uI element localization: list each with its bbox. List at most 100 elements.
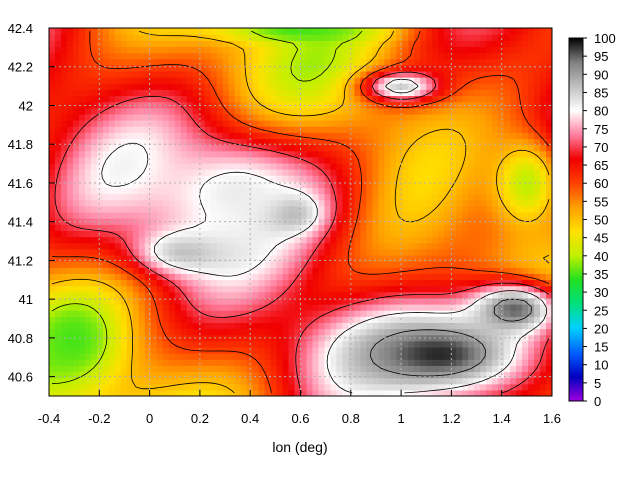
heatmap-cell xyxy=(474,126,481,133)
heatmap-cell xyxy=(498,34,505,41)
heatmap-cell xyxy=(252,187,260,195)
heatmap-cell xyxy=(168,101,176,109)
heatmap-cell xyxy=(216,346,224,354)
heatmap-cell xyxy=(528,64,535,72)
heatmap-cell xyxy=(408,242,415,250)
heatmap-cell xyxy=(114,377,122,385)
heatmap-cell xyxy=(258,353,266,360)
heatmap-cell xyxy=(186,199,194,207)
heatmap-cell xyxy=(66,254,74,262)
heatmap-cell xyxy=(384,291,391,299)
heatmap-cell xyxy=(432,291,439,299)
heatmap-cell xyxy=(258,28,266,35)
heatmap-cell xyxy=(444,285,451,293)
heatmap-cell xyxy=(90,101,98,109)
heatmap-cell xyxy=(126,101,134,109)
heatmap-cell xyxy=(222,181,230,189)
heatmap-cell xyxy=(528,242,535,250)
heatmap-cell xyxy=(378,193,385,201)
heatmap-cell xyxy=(378,46,385,54)
heatmap-cell xyxy=(120,205,128,213)
heatmap-cell xyxy=(66,248,74,256)
heatmap-cell xyxy=(300,181,308,189)
heatmap-cell xyxy=(468,224,475,231)
heatmap-cell xyxy=(180,205,188,213)
heatmap-cell xyxy=(540,346,547,354)
heatmap-cell xyxy=(138,120,146,127)
heatmap-cell xyxy=(414,340,421,348)
heatmap-cell xyxy=(234,389,242,396)
heatmap-cell xyxy=(534,389,541,396)
heatmap-cell xyxy=(54,28,62,35)
heatmap-cell xyxy=(480,126,487,133)
heatmap-cell xyxy=(234,193,242,201)
heatmap-cell xyxy=(360,52,367,60)
heatmap-cell xyxy=(528,162,535,170)
heatmap-cell xyxy=(348,285,355,293)
heatmap-cell xyxy=(414,328,421,336)
heatmap-cell xyxy=(492,377,499,385)
heatmap-cell xyxy=(372,46,379,54)
heatmap-cell xyxy=(438,205,445,213)
heatmap-cell xyxy=(510,383,517,391)
heatmap-cell xyxy=(480,291,487,299)
heatmap-cell xyxy=(378,359,385,366)
heatmap-cell xyxy=(396,52,403,60)
heatmap-cell xyxy=(342,150,350,158)
heatmap-cell xyxy=(318,150,326,158)
heatmap-cell xyxy=(54,181,62,189)
heatmap-cell xyxy=(324,132,332,139)
heatmap-cell xyxy=(480,162,487,170)
heatmap-cell xyxy=(342,371,350,379)
heatmap-cell xyxy=(60,162,68,170)
heatmap-cell xyxy=(306,150,314,158)
heatmap-cell xyxy=(198,340,206,348)
heatmap-cell xyxy=(228,236,236,244)
heatmap-cell xyxy=(414,113,421,121)
heatmap-cell xyxy=(420,285,427,293)
heatmap-cell xyxy=(108,83,116,90)
heatmap-cell xyxy=(180,58,188,66)
heatmap-cell xyxy=(396,58,403,66)
heatmap-cell xyxy=(138,230,146,238)
heatmap-cell xyxy=(180,273,188,281)
heatmap-cell xyxy=(180,346,188,354)
heatmap-cell xyxy=(102,328,110,336)
heatmap-cell xyxy=(516,107,523,115)
heatmap-cell xyxy=(474,89,481,97)
heatmap-cell xyxy=(210,187,218,195)
heatmap-cell xyxy=(108,267,116,274)
heatmap-cell xyxy=(210,150,218,158)
heatmap-cell xyxy=(192,199,200,207)
heatmap-cell xyxy=(270,205,278,213)
heatmap-cell xyxy=(420,52,427,60)
heatmap-cell xyxy=(96,64,104,72)
heatmap-cell xyxy=(468,46,475,54)
heatmap-cell xyxy=(354,285,361,293)
heatmap-cell xyxy=(168,389,176,396)
heatmap-cell xyxy=(264,132,272,139)
heatmap-cell xyxy=(396,242,403,250)
heatmap-cell xyxy=(216,254,224,262)
heatmap-cell xyxy=(498,107,505,115)
heatmap-cell xyxy=(174,224,182,231)
heatmap-cell xyxy=(432,273,439,281)
heatmap-cell xyxy=(264,218,272,225)
heatmap-cell xyxy=(288,218,296,225)
heatmap-cell xyxy=(348,120,355,127)
heatmap-cell xyxy=(348,46,355,54)
heatmap-cell xyxy=(426,328,433,336)
heatmap-cell xyxy=(54,322,62,330)
heatmap-cell xyxy=(114,242,122,250)
heatmap-cell xyxy=(510,193,517,201)
heatmap-cell xyxy=(258,95,266,103)
heatmap-cell xyxy=(492,248,499,256)
heatmap-cell xyxy=(234,58,242,66)
heatmap-cell xyxy=(504,371,511,379)
heatmap-cell xyxy=(186,377,194,385)
heatmap-cell xyxy=(60,371,68,379)
heatmap-cell xyxy=(156,144,164,152)
heatmap-cell xyxy=(186,34,194,41)
heatmap-cell xyxy=(300,377,308,385)
heatmap-cell xyxy=(312,365,320,373)
